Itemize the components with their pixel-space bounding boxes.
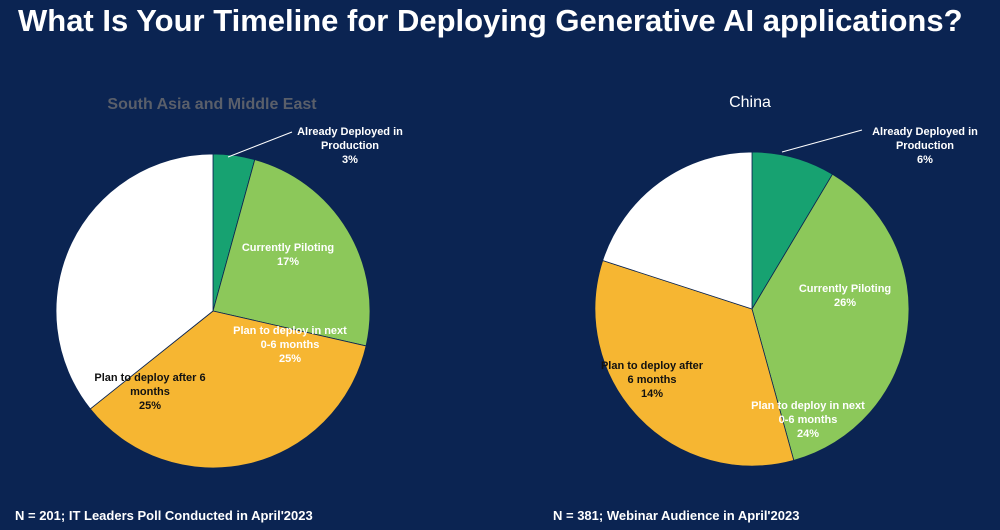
chart-subtitle: South Asia and Middle East xyxy=(107,96,317,113)
category-label: Already Deployed in Production xyxy=(297,126,403,152)
pie-slice xyxy=(602,151,753,310)
slice-label: Plan to deploy in next 0-6 months 24% xyxy=(748,399,868,441)
category-label: Already Deployed in Production xyxy=(872,126,978,152)
pie-slice xyxy=(751,173,910,461)
category-label: Currently Piloting xyxy=(241,242,335,254)
category-label: Currently Piloting xyxy=(798,283,892,295)
category-label: Plan to deploy in next 0-6 months xyxy=(233,325,347,351)
value-label: 26% xyxy=(833,297,857,309)
slice-label: Already Deployed in Production 3% xyxy=(280,125,420,167)
category-label: Plan to deploy in next 0-6 months xyxy=(751,400,865,426)
slide-title: What Is Your Timeline for Deploying Gene… xyxy=(18,3,963,38)
value-label: 25% xyxy=(278,353,302,365)
category-label: Plan to deploy after 6 months xyxy=(600,360,704,386)
value-label: 25% xyxy=(138,400,162,412)
slice-label: Currently Piloting 26% xyxy=(785,282,905,310)
leader-line xyxy=(227,131,293,158)
footnote: N = 381; Webinar Audience in April'2023 xyxy=(553,508,800,523)
value-label: 14% xyxy=(640,388,664,400)
pie-slice xyxy=(212,159,371,347)
slice-label: Already Deployed in Production 6% xyxy=(855,125,995,167)
pie-slice xyxy=(594,259,795,467)
pie-slice xyxy=(55,153,214,410)
slice-label: Currently Piloting 17% xyxy=(228,241,348,269)
value-label: 6% xyxy=(917,154,933,166)
slice-label: Plan to deploy in next 0-6 months 25% xyxy=(230,324,350,366)
chart-subtitle: China xyxy=(729,94,771,111)
value-label: 3% xyxy=(342,154,358,166)
slice-label: Plan to deploy after 6 months 14% xyxy=(597,359,707,401)
leader-line xyxy=(781,129,863,153)
value-label: 24% xyxy=(796,428,820,440)
pie-slice xyxy=(751,151,834,311)
slice-label: Plan to deploy after 6 months 25% xyxy=(75,371,225,413)
value-label: 17% xyxy=(276,256,300,268)
category-label: Plan to deploy after 6 months xyxy=(94,372,206,398)
footnote: N = 201; IT Leaders Poll Conducted in Ap… xyxy=(15,508,313,523)
pie-slice xyxy=(89,310,367,469)
